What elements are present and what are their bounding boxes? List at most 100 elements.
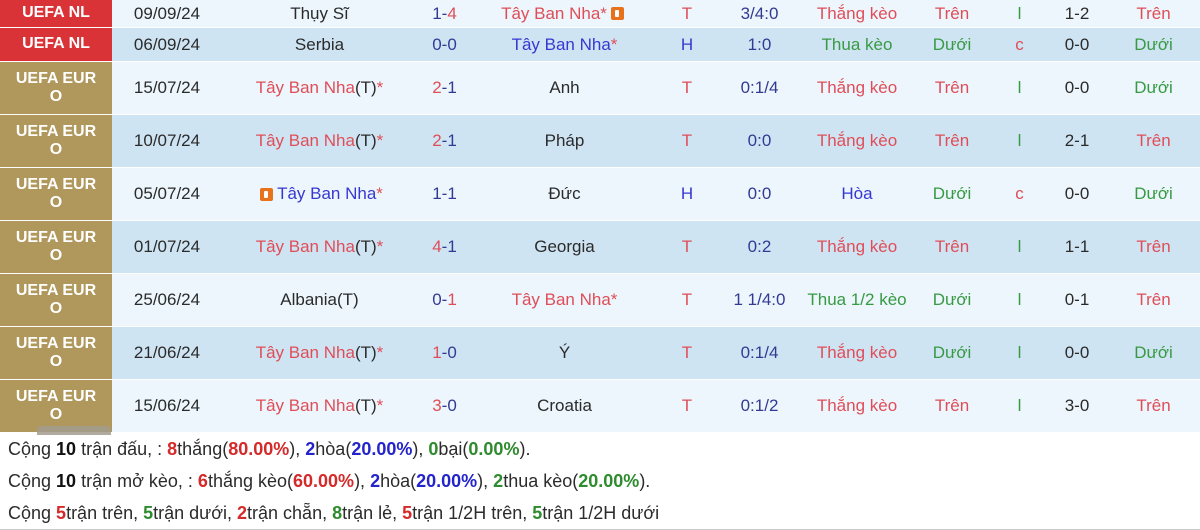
summary-seg: Cộng bbox=[8, 439, 57, 459]
bet-result-cell-text: Thắng kèo bbox=[816, 3, 898, 23]
summary-seg: 5 bbox=[143, 503, 154, 523]
league-name: UEFA EURO bbox=[15, 69, 97, 105]
team-name-seg: * bbox=[376, 343, 384, 363]
odds-cell: 0:1/4 bbox=[717, 62, 802, 114]
match-row[interactable]: UEFA EURO 15/06/24 Tây Ban Nha (T) * 3-0 Croat… bbox=[0, 380, 1200, 433]
ht-score-cell: 0-0 bbox=[1047, 28, 1107, 61]
match-row[interactable]: UEFA EURO 10/07/24 Tây Ban Nha (T) * 2-1 Pháp T… bbox=[0, 115, 1200, 168]
odd-even-cell: l bbox=[992, 221, 1047, 273]
date-cell-text: 09/09/24 bbox=[133, 3, 201, 23]
match-row[interactable]: UEFA EURO 05/07/24 Tây Ban Nha * 1-1 Đức H 0:0 H… bbox=[0, 168, 1200, 221]
league-cell: UEFA EURO bbox=[0, 62, 112, 114]
team-name-seg: Tây Ban Nha bbox=[255, 131, 355, 151]
odds-cell: 1:0 bbox=[717, 28, 802, 61]
date-cell-text: 06/09/24 bbox=[133, 34, 201, 54]
team-name-seg: Albania(T) bbox=[280, 290, 359, 310]
date-cell: 05/07/24 bbox=[112, 168, 222, 220]
team-name-seg: Tây Ban Nha bbox=[255, 396, 355, 416]
score-part: 1 bbox=[447, 290, 457, 310]
date-cell: 21/06/24 bbox=[112, 327, 222, 379]
team-name-seg: Thụy Sĩ bbox=[290, 3, 349, 23]
summary-seg: 2 bbox=[237, 503, 248, 523]
ht-score-cell-text: 0-0 bbox=[1064, 78, 1090, 98]
handicap-side-cell-text: T bbox=[681, 237, 693, 257]
score-part: - bbox=[441, 290, 448, 310]
match-row[interactable]: UEFA EURO 25/06/24 Albania(T) 0-1 Tây Ban Nh… bbox=[0, 274, 1200, 327]
team-name-seg: Đức bbox=[548, 184, 581, 204]
score-cell: 1-1 bbox=[417, 168, 472, 220]
scrollbar-nub[interactable] bbox=[37, 426, 111, 435]
league-cell: UEFA EURO bbox=[0, 380, 112, 432]
bet-result-cell-text: Thắng kèo bbox=[816, 131, 898, 151]
handicap-side-cell-text: H bbox=[680, 34, 694, 54]
over-under-cell-text: Trên bbox=[934, 78, 970, 98]
over-under-cell-text: Dưới bbox=[932, 34, 972, 54]
over-under-cell-text: Trên bbox=[934, 131, 970, 151]
bet-result-cell: Thắng kèo bbox=[802, 327, 912, 379]
bet-result-cell: Thua 1/2 kèo bbox=[802, 274, 912, 326]
league-name: UEFA EURO bbox=[15, 334, 97, 370]
league-cell: UEFA EURO bbox=[0, 327, 112, 379]
match-row[interactable]: UEFA EURO 21/06/24 Tây Ban Nha (T) * 1-0 Ý T 0:1… bbox=[0, 327, 1200, 380]
team-name-seg: * bbox=[376, 131, 384, 151]
ht-score-cell-text: 0-1 bbox=[1064, 290, 1090, 310]
score-cell: 2-1 bbox=[417, 115, 472, 167]
over-under-cell: Trên bbox=[912, 380, 992, 432]
ht-over-under-cell-text: Dưới bbox=[1134, 343, 1173, 363]
handicap-side-cell-text: T bbox=[681, 3, 693, 23]
score-part: 4 bbox=[447, 3, 457, 23]
score-cell: 3-0 bbox=[417, 380, 472, 432]
date-cell-text: 15/06/24 bbox=[133, 396, 201, 416]
summary-seg: trận trên, bbox=[66, 503, 144, 523]
date-cell-text: 10/07/24 bbox=[133, 131, 201, 151]
summary-seg: 5 bbox=[532, 503, 543, 523]
team-name-seg: (T) bbox=[354, 343, 377, 363]
away-team-cell: Đức bbox=[472, 168, 657, 220]
team-name-seg: (T) bbox=[354, 237, 377, 257]
ht-over-under-cell: Dưới bbox=[1107, 28, 1200, 61]
score-cell: 0-1 bbox=[417, 274, 472, 326]
ht-over-under-cell-text: Trên bbox=[1136, 290, 1171, 310]
summary: Cộng 10 trận đấu, : 8thắng(80.00%), 2hòa… bbox=[0, 433, 1200, 529]
team-name-seg: Tây Ban Nha bbox=[511, 34, 611, 54]
summary-seg: Cộng bbox=[8, 503, 57, 523]
away-team-cell: Tây Ban Nha* bbox=[472, 28, 657, 61]
ht-over-under-cell-text: Trên bbox=[1136, 131, 1171, 151]
bet-result-cell-text: Hòa bbox=[841, 184, 873, 204]
handicap-side-cell-text: T bbox=[681, 131, 693, 151]
over-under-cell: Trên bbox=[912, 115, 992, 167]
match-row[interactable]: UEFA EURO 01/07/24 Tây Ban Nha (T) * 4-1 Georg… bbox=[0, 221, 1200, 274]
summary-seg: 2 bbox=[370, 471, 381, 491]
score-cell: 1-4 bbox=[417, 0, 472, 27]
odds-cell: 0:0 bbox=[717, 168, 802, 220]
match-row[interactable]: UEFA NL 09/09/24 Thụy Sĩ 1-4 Tây Ban Nha* T 3/… bbox=[0, 0, 1200, 28]
team-name-seg: Pháp bbox=[544, 131, 585, 151]
league-name: UEFA EURO bbox=[15, 228, 97, 264]
summary-seg: 8 bbox=[332, 503, 343, 523]
odds-cell-text: 3/4:0 bbox=[740, 3, 779, 23]
home-team-cell: Tây Ban Nha (T) * bbox=[222, 380, 417, 432]
ht-score-cell: 1-2 bbox=[1047, 0, 1107, 27]
summary-seg: ). bbox=[639, 471, 651, 491]
summary-seg: 5 bbox=[402, 503, 413, 523]
over-under-cell-text: Trên bbox=[934, 3, 970, 23]
bet-result-cell-text: Thua 1/2 kèo bbox=[807, 290, 907, 310]
score-part: 3 bbox=[432, 396, 442, 416]
summary-seg: thắng( bbox=[177, 439, 229, 459]
score-part: 1 bbox=[447, 131, 457, 151]
date-cell-text: 01/07/24 bbox=[133, 237, 201, 257]
summary-seg: 5 bbox=[56, 503, 67, 523]
summary-seg: 8 bbox=[167, 439, 178, 459]
summary-seg: ), bbox=[289, 439, 306, 459]
score-part: 1 bbox=[447, 78, 457, 98]
league-cell: UEFA EURO bbox=[0, 274, 112, 326]
odd-even-cell-text: l bbox=[1017, 396, 1022, 416]
bet-result-cell: Thắng kèo bbox=[802, 62, 912, 114]
match-row[interactable]: UEFA NL 06/09/24 Serbia 0-0 Tây Ban Nha * H 1:0… bbox=[0, 28, 1200, 62]
away-team-cell: Georgia bbox=[472, 221, 657, 273]
odd-even-cell: l bbox=[992, 327, 1047, 379]
ht-over-under-cell-text: Trên bbox=[1136, 3, 1171, 23]
ht-over-under-cell: Dưới bbox=[1107, 327, 1200, 379]
ht-score-cell: 0-1 bbox=[1047, 274, 1107, 326]
match-row[interactable]: UEFA EURO 15/07/24 Tây Ban Nha (T) * 2-1 Anh T 0… bbox=[0, 62, 1200, 115]
